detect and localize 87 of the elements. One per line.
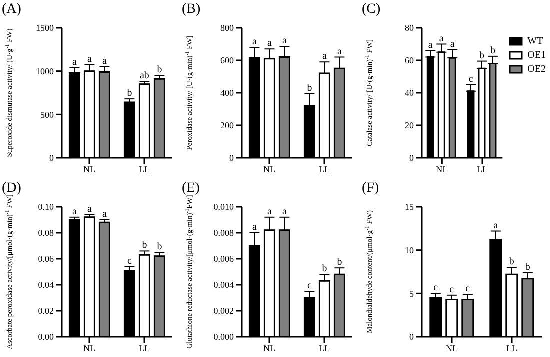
data-label: a: [450, 38, 456, 50]
y-tick-label: 0.002: [214, 306, 234, 316]
data-label: b: [525, 261, 530, 272]
data-label: b: [157, 241, 162, 252]
data-label: b: [509, 256, 514, 268]
data-label: a: [282, 206, 288, 217]
y-tick-label: 1000: [36, 66, 54, 77]
data-label: a: [322, 51, 328, 62]
y-tick-label: 0.000: [214, 332, 234, 342]
data-label: a: [72, 56, 78, 68]
x-tick-label: LL: [506, 342, 518, 353]
y-tick-label: 15: [405, 202, 414, 212]
data-label: a: [439, 33, 444, 44]
y-tick-label: 0.02: [38, 306, 54, 316]
data-label: b: [337, 256, 342, 268]
data-label: b: [479, 50, 484, 62]
y-tick-label: 1500: [36, 23, 54, 34]
y-tick-label: 0.06: [38, 254, 54, 264]
y-tick-label: 200: [220, 120, 234, 131]
x-tick-label: LL: [139, 342, 150, 353]
data-label: a: [87, 203, 92, 214]
y-tick-label: 0.04: [38, 280, 54, 290]
y-tick-label: 0.010: [214, 202, 234, 212]
y-tick-label: 20: [405, 120, 414, 131]
y-tick-label: 800: [220, 23, 234, 34]
data-label: c: [127, 255, 132, 266]
data-label: c: [307, 280, 312, 291]
data-label: a: [87, 54, 92, 65]
x-tick-label: NL: [84, 164, 96, 174]
y-tick-label: 600: [220, 56, 234, 66]
data-label: a: [494, 220, 499, 231]
legend-label: WT: [528, 36, 544, 47]
x-tick-label: NL: [84, 342, 96, 353]
y-tick-label: 0.08: [38, 228, 54, 238]
data-label: c: [434, 282, 439, 294]
chart-title: (F): [362, 180, 380, 196]
data-label: b: [307, 82, 312, 94]
chart-title: (B): [182, 2, 201, 18]
data-label: a: [102, 56, 108, 67]
legend-label: OE1: [528, 50, 546, 61]
y-tick-label: 60: [405, 56, 414, 66]
data-label: b: [157, 64, 162, 76]
y-tick-label: 0.00: [38, 332, 54, 342]
data-label: a: [267, 206, 272, 217]
x-tick-label: LL: [139, 164, 150, 174]
y-tick-label: 0: [410, 332, 414, 342]
y-tick-label: 500: [40, 110, 54, 120]
legend-label: OE2: [528, 64, 546, 75]
data-label: c: [466, 283, 471, 294]
data-label: a: [282, 36, 288, 47]
y-tick-label: 5: [410, 288, 414, 298]
data-label: a: [102, 208, 108, 220]
data-label: a: [267, 38, 272, 50]
y-tick-label: 0: [230, 153, 234, 164]
y-tick-label: 0.004: [214, 280, 234, 290]
chart-title: (A): [2, 2, 22, 18]
data-label: a: [252, 36, 258, 48]
data-label: a: [337, 46, 342, 58]
chart-title: (D): [2, 180, 22, 196]
x-tick-label: NL: [446, 342, 458, 353]
data-label: a: [428, 40, 434, 51]
x-tick-label: NL: [264, 342, 276, 353]
x-tick-label: NL: [436, 164, 448, 174]
data-label: b: [127, 88, 132, 100]
chart-title: (C): [362, 2, 381, 18]
data-label: b: [322, 263, 328, 274]
data-label: b: [142, 240, 148, 251]
data-label: a: [72, 206, 78, 217]
y-tick-label: 0.006: [214, 254, 234, 264]
data-label: b: [490, 45, 496, 56]
x-tick-label: LL: [319, 164, 330, 174]
x-tick-label: NL: [264, 164, 276, 174]
y-tick-label: 0.10: [38, 202, 54, 212]
x-tick-label: LL: [476, 164, 488, 174]
y-tick-label: 400: [220, 88, 234, 98]
x-tick-label: LL: [319, 342, 330, 353]
data-label: c: [468, 74, 474, 85]
y-tick-label: 40: [405, 88, 414, 98]
y-tick-label: 80: [405, 23, 414, 34]
data-label: c: [450, 284, 455, 295]
chart-title: (E): [182, 180, 200, 196]
data-label: ab: [140, 70, 150, 82]
y-tick-label: 0.008: [214, 228, 234, 238]
y-tick-label: 0: [410, 153, 414, 164]
y-tick-label: 10: [405, 245, 414, 256]
y-tick-label: 0: [50, 153, 54, 164]
data-label: a: [252, 222, 258, 232]
